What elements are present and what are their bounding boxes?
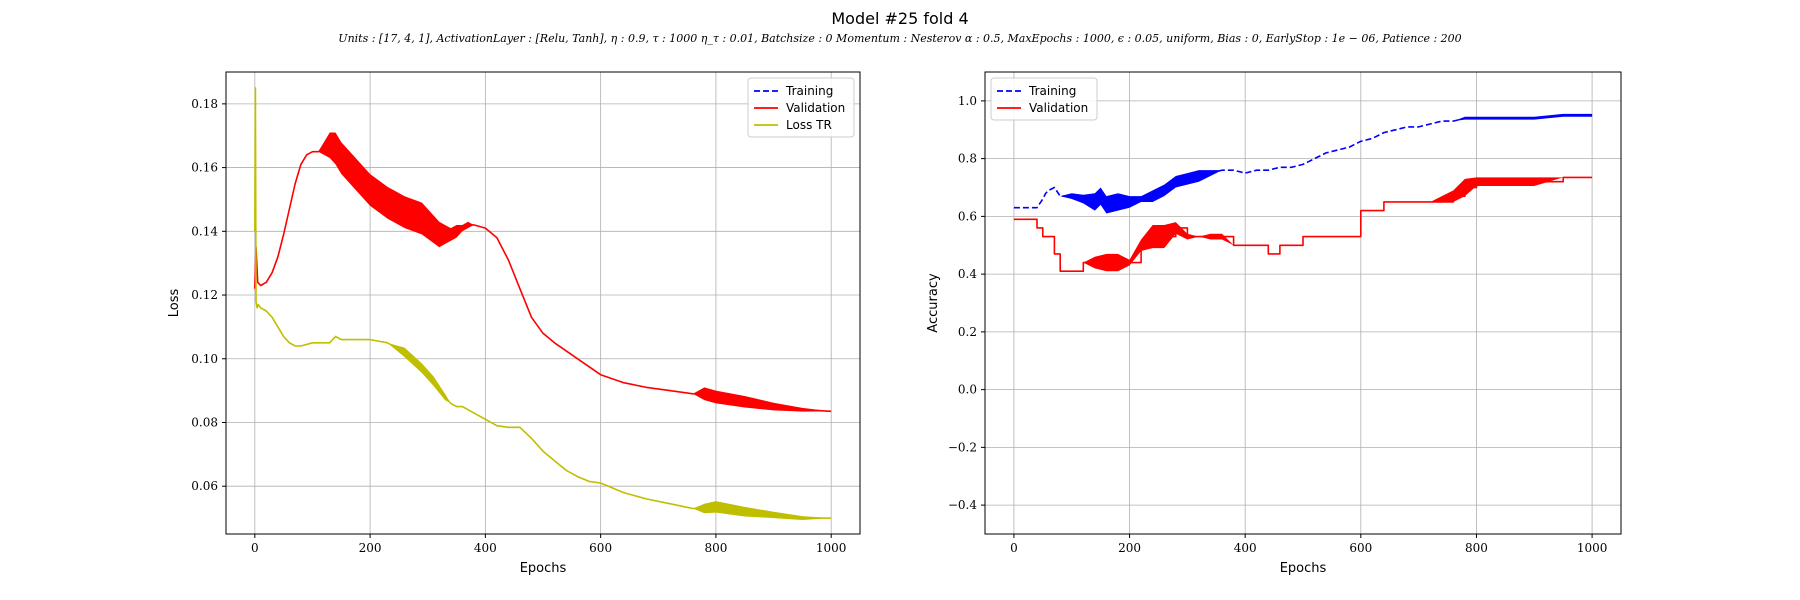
accuracy-x-axis-label: Epochs: [1280, 561, 1327, 576]
x-tick-label: 0: [251, 541, 259, 555]
y-tick-label: 0.0: [958, 383, 977, 397]
accuracy-validation-line: [1013, 176, 1593, 272]
x-tick-label: 1000: [1577, 541, 1608, 555]
y-tick-label: −0.2: [948, 440, 977, 454]
y-tick-label: 0.6: [958, 209, 977, 223]
y-tick-label: 0.06: [191, 479, 218, 493]
x-tick-label: 200: [359, 541, 382, 555]
y-tick-label: 0.2: [958, 325, 977, 339]
accuracy-chart: 0 200 400 600 800 1000 −0.4 −0.2 0.0 0.2 0.4 0.6 0.8…: [926, 71, 1622, 576]
accuracy-y-axis-label: Accuracy: [926, 273, 941, 333]
y-tick-label: 0.10: [191, 352, 218, 366]
legend-label: Loss TR: [786, 118, 832, 132]
accuracy-legend: Training Validation: [990, 77, 1098, 121]
y-tick-label: 0.12: [191, 288, 218, 302]
accuracy-validation-band: [1013, 177, 1593, 272]
loss-chart: 0 200 400 600 800 1000 0.06 0.08 0.10 0.12 0.14 0.1…: [167, 71, 861, 576]
y-tick-label: 0.18: [191, 97, 218, 111]
legend-label: Validation: [1029, 101, 1088, 115]
x-tick-label: 400: [474, 541, 497, 555]
loss-loss-tr-line: [254, 87, 832, 519]
legend-label: Training: [1028, 84, 1076, 98]
y-tick-label: 0.4: [958, 267, 977, 281]
legend-box: [990, 77, 1098, 121]
accuracy-training-line: [1013, 114, 1593, 209]
figure-subtitle: Units : [17, 4, 1], ActivationLayer : [R…: [338, 32, 1461, 45]
loss-validation-line: [254, 144, 832, 413]
x-tick-label: 0: [1010, 541, 1018, 555]
loss-x-axis-label: Epochs: [520, 561, 567, 576]
x-tick-label: 200: [1118, 541, 1141, 555]
x-tick-label: 600: [1349, 541, 1372, 555]
legend-label: Validation: [786, 101, 845, 115]
legend-box: [747, 77, 855, 138]
loss-axes-frame: [225, 71, 861, 535]
x-tick-label: 600: [589, 541, 612, 555]
loss-validation-band: [254, 132, 832, 412]
loss-legend: Training Validation Loss TR: [747, 77, 855, 138]
x-tick-label: 800: [704, 541, 727, 555]
x-tick-label: 800: [1465, 541, 1488, 555]
accuracy-axes-frame: [984, 71, 1622, 535]
y-tick-label: 0.08: [191, 415, 218, 429]
loss-y-axis-label: Loss: [167, 289, 182, 318]
x-tick-label: 1000: [816, 541, 847, 555]
accuracy-plot-area: [1013, 113, 1593, 272]
legend-label: Training: [785, 84, 833, 98]
x-tick-label: 400: [1234, 541, 1257, 555]
accuracy-training-band: [1013, 113, 1593, 214]
y-tick-label: 0.14: [191, 224, 218, 238]
y-tick-label: 0.8: [958, 152, 977, 166]
figure-title: Model #25 fold 4: [831, 9, 968, 28]
y-tick-label: 1.0: [958, 94, 977, 108]
y-tick-label: 0.16: [191, 161, 218, 175]
y-tick-label: −0.4: [948, 498, 978, 512]
loss-plot-area: [254, 87, 832, 520]
